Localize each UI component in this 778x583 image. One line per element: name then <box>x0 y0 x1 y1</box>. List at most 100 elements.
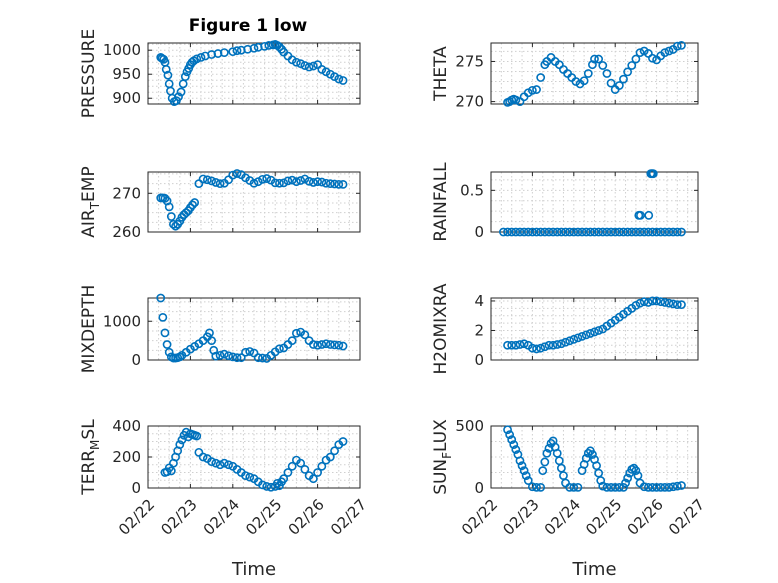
data-point <box>304 176 314 186</box>
data-point <box>249 178 259 188</box>
data-point <box>300 174 310 184</box>
data-point <box>548 340 558 350</box>
y-tick-label: 500 <box>455 417 484 435</box>
data-point <box>528 343 537 353</box>
data-point <box>308 474 318 484</box>
data-point <box>590 54 599 64</box>
data-point <box>161 65 171 74</box>
data-point <box>664 482 674 492</box>
y-tick-label: 950 <box>112 65 141 83</box>
data-point <box>338 76 348 85</box>
data-point <box>588 450 597 459</box>
y-tick-label: 0 <box>474 351 484 369</box>
data-point <box>287 55 297 65</box>
data-point <box>232 46 242 56</box>
data-point <box>656 227 666 237</box>
data-point <box>528 482 537 492</box>
data-point <box>325 69 335 79</box>
data-point <box>573 333 583 343</box>
data-point <box>521 471 531 480</box>
data-point <box>330 340 339 350</box>
data-point <box>262 174 272 183</box>
data-point <box>511 340 521 350</box>
data-point <box>656 297 666 307</box>
data-point <box>602 69 612 78</box>
data-point <box>623 67 633 77</box>
data-point <box>507 340 517 350</box>
data-point <box>614 227 624 237</box>
data-point <box>664 46 674 56</box>
data-point <box>664 298 674 308</box>
data-point <box>598 61 608 70</box>
figure-title: Figure 1 low <box>189 16 308 36</box>
data-point <box>627 227 637 237</box>
data-point <box>232 169 242 178</box>
data-point <box>652 482 661 492</box>
data-point <box>660 48 670 58</box>
data-point <box>164 202 174 212</box>
data-point <box>610 482 620 492</box>
data-point <box>556 339 566 349</box>
data-point <box>236 353 246 363</box>
subplot-rainfall: 0 0.5 RAINFALL <box>431 162 699 242</box>
data-point <box>258 174 267 184</box>
data-point <box>635 298 645 308</box>
data-point <box>317 461 327 471</box>
data-point <box>260 41 269 51</box>
data-point <box>588 60 597 70</box>
data-point <box>202 175 212 185</box>
data-point <box>668 299 678 309</box>
data-point <box>648 296 657 306</box>
data-point <box>602 482 612 492</box>
data-point <box>166 466 176 476</box>
data-point <box>258 353 267 363</box>
data-point <box>334 179 344 189</box>
data-point <box>552 227 562 237</box>
data-point <box>606 482 616 492</box>
data-point <box>660 482 670 492</box>
data-point <box>245 472 255 482</box>
y-tick-label: 270 <box>112 184 141 202</box>
data-point <box>581 330 591 340</box>
data-point <box>528 227 537 237</box>
data-point <box>606 227 616 237</box>
data-point <box>538 466 548 476</box>
data-point <box>577 331 587 341</box>
data-point <box>338 341 348 351</box>
data-point <box>300 330 310 340</box>
y-tick-label: 2 <box>474 321 484 339</box>
data-point <box>602 227 612 237</box>
data-point <box>198 452 208 462</box>
y-axis-label: TERRMSL <box>79 419 102 496</box>
subplot-air_temp: 260 270 AIRTEMP <box>79 166 361 241</box>
data-point <box>635 48 645 58</box>
data-point <box>619 74 628 84</box>
data-point <box>190 198 200 207</box>
data-point <box>532 85 541 94</box>
y-tick-label: 275 <box>455 52 484 70</box>
data-point <box>565 227 575 237</box>
data-point <box>648 53 657 63</box>
data-point <box>205 328 214 338</box>
data-point <box>321 67 331 77</box>
data-point <box>511 445 521 454</box>
data-point <box>672 300 682 310</box>
data-point <box>639 482 649 492</box>
data-point <box>317 65 327 74</box>
data-point <box>503 340 512 350</box>
data-point <box>505 430 515 440</box>
data-point <box>598 227 608 237</box>
data-point <box>544 443 554 453</box>
data-point <box>536 73 546 82</box>
data-point <box>175 440 185 449</box>
data-point <box>158 312 168 322</box>
y-axis-label: AIRTEMP <box>79 166 102 237</box>
axes-frame <box>490 42 699 105</box>
y-axis-label: PRESSURE <box>79 29 99 118</box>
data-point <box>275 344 284 354</box>
data-point <box>668 482 678 492</box>
data-point <box>619 482 628 492</box>
data-point <box>198 174 208 184</box>
